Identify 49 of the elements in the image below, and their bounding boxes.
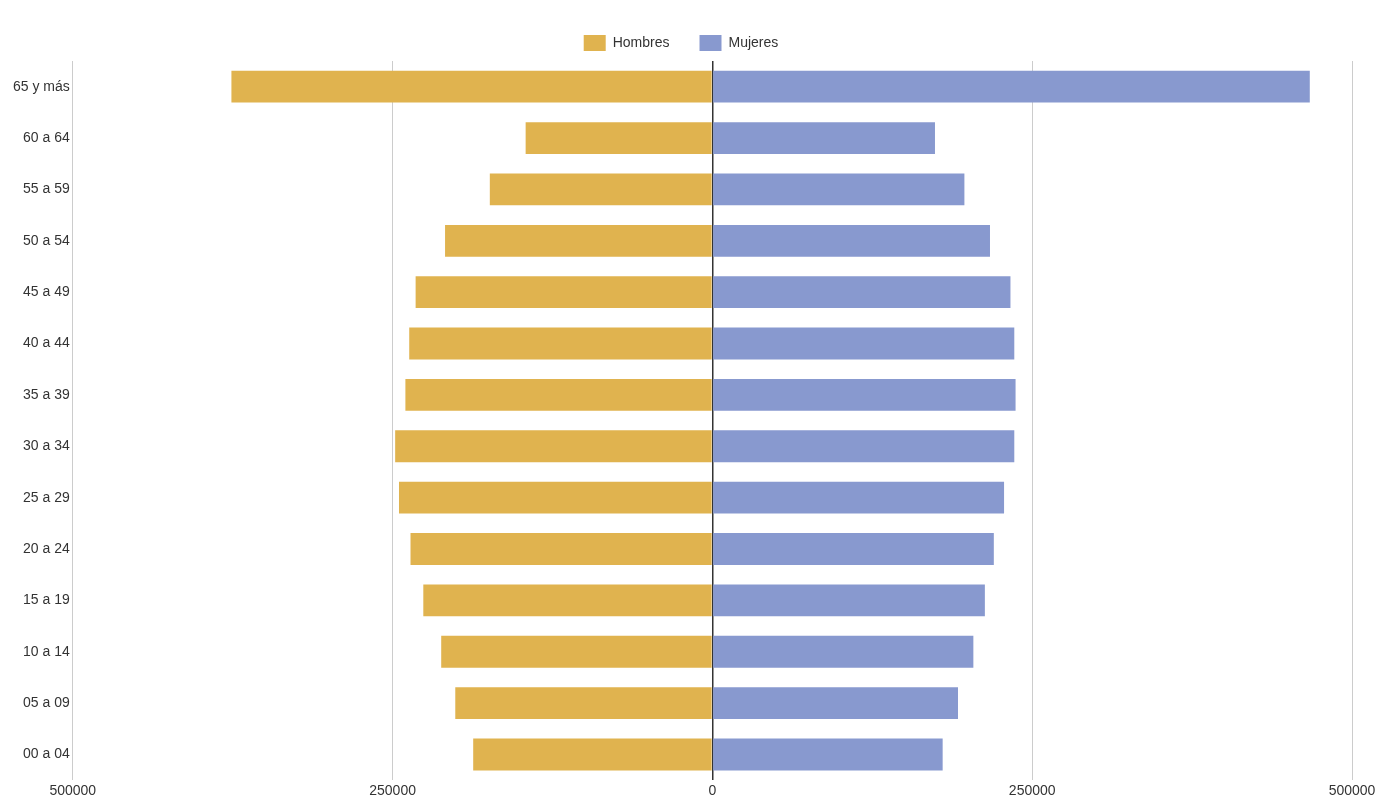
bar bbox=[713, 122, 935, 154]
bar bbox=[489, 173, 712, 206]
y-tick-label: 60 a 64 bbox=[23, 128, 70, 145]
x-tick-label: 500000 bbox=[49, 782, 97, 799]
legend-label: Hombres bbox=[612, 33, 670, 50]
bar bbox=[713, 173, 965, 206]
bar bbox=[395, 430, 712, 463]
x-tick-label: 500000 bbox=[1328, 782, 1376, 799]
bar bbox=[713, 430, 1015, 463]
y-tick-label: 20 a 24 bbox=[23, 539, 70, 556]
bar bbox=[713, 224, 990, 257]
bar bbox=[713, 687, 959, 720]
y-tick-label: 00 a 04 bbox=[23, 745, 70, 762]
y-tick-label: 05 a 09 bbox=[23, 694, 70, 710]
legend-label: Mujeres bbox=[728, 33, 779, 50]
bar bbox=[231, 70, 712, 103]
bar bbox=[713, 635, 974, 668]
bar bbox=[445, 224, 712, 257]
x-tick-label: 0 bbox=[708, 782, 717, 799]
bar bbox=[455, 687, 712, 720]
bar bbox=[405, 378, 712, 411]
bar bbox=[410, 533, 712, 565]
y-tick-label: 10 a 14 bbox=[23, 642, 70, 659]
y-tick-label: 15 a 19 bbox=[23, 591, 70, 608]
bar bbox=[423, 584, 712, 617]
bar bbox=[713, 533, 994, 565]
bar bbox=[713, 584, 985, 617]
bar bbox=[415, 276, 712, 309]
bar bbox=[441, 635, 712, 668]
y-tick-label: 30 a 34 bbox=[23, 437, 70, 454]
bar bbox=[525, 122, 712, 154]
bar bbox=[713, 70, 1310, 103]
x-tick-label: 250000 bbox=[369, 782, 417, 799]
y-tick-label: 45 a 49 bbox=[23, 283, 70, 300]
bar bbox=[409, 327, 712, 360]
y-tick-label: 40 a 44 bbox=[23, 334, 70, 351]
bar bbox=[713, 276, 1011, 309]
y-tick-label: 35 a 39 bbox=[23, 385, 70, 402]
y-tick-label: 50 a 54 bbox=[23, 231, 70, 248]
y-tick-label: 55 a 59 bbox=[23, 180, 70, 197]
x-tick-label: 250000 bbox=[1008, 782, 1056, 799]
y-tick-label: 25 a 29 bbox=[23, 488, 70, 505]
bar bbox=[713, 481, 1005, 514]
bar bbox=[399, 481, 712, 514]
bar bbox=[473, 738, 712, 771]
bar bbox=[713, 738, 943, 771]
y-tick-label: 65 y más bbox=[12, 77, 70, 94]
bar bbox=[713, 378, 1016, 411]
bar bbox=[713, 327, 1015, 360]
